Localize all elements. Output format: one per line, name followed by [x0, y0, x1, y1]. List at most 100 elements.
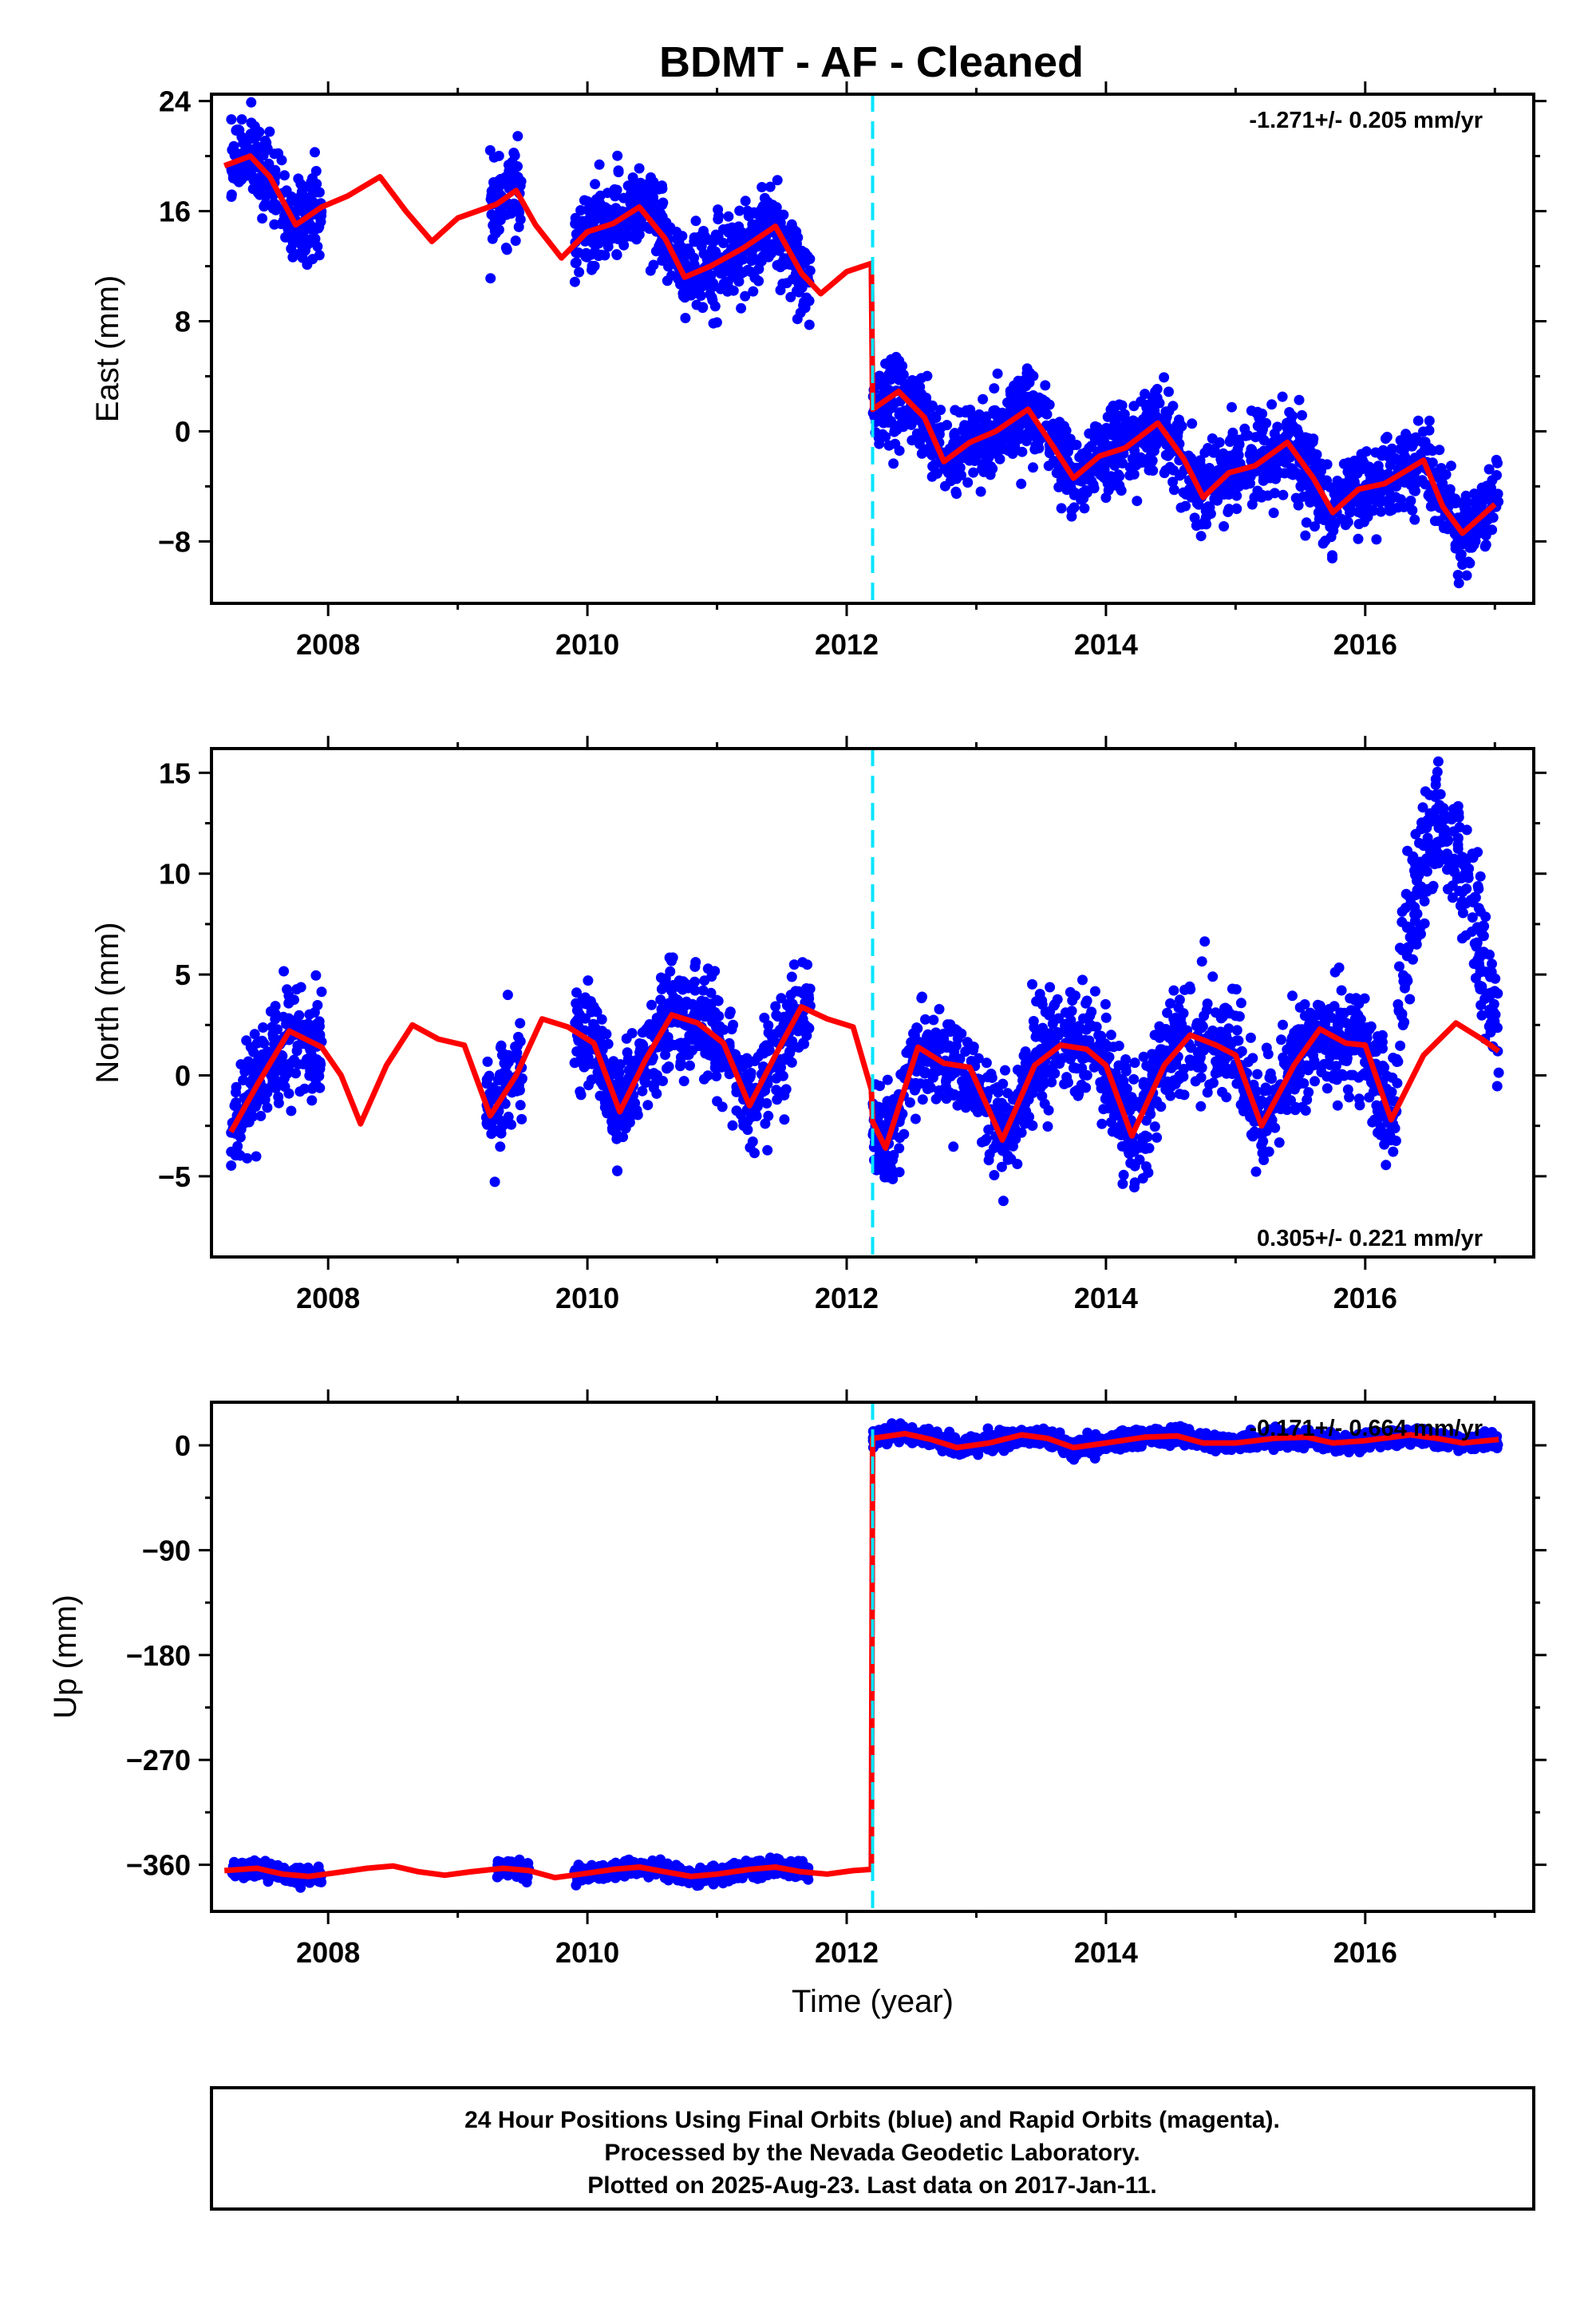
- data-point: [1062, 446, 1073, 457]
- data-point: [1204, 1030, 1215, 1041]
- data-point: [1450, 493, 1461, 504]
- data-point: [1461, 570, 1472, 581]
- data-point: [255, 1055, 266, 1066]
- data-point: [297, 252, 308, 263]
- data-point: [1251, 1085, 1262, 1097]
- data-point: [926, 402, 937, 413]
- data-point: [1328, 525, 1339, 536]
- data-point: [255, 184, 266, 195]
- data-point: [743, 211, 754, 222]
- data-point: [713, 995, 724, 1006]
- data-point: [933, 1039, 944, 1050]
- data-point: [515, 1035, 526, 1046]
- data-point: [485, 273, 496, 284]
- data-point: [249, 121, 260, 132]
- data-point: [706, 1050, 717, 1061]
- data-point: [298, 1058, 309, 1069]
- data-point: [1059, 1078, 1070, 1089]
- data-point: [658, 197, 669, 208]
- data-point: [931, 423, 942, 434]
- data-point: [1399, 1017, 1410, 1028]
- data-point: [728, 285, 739, 296]
- data-point: [1227, 401, 1237, 413]
- data-point: [607, 1124, 618, 1136]
- data-point: [675, 1061, 685, 1072]
- data-point: [1077, 487, 1088, 498]
- data-point: [1290, 1101, 1302, 1113]
- data-point: [1460, 504, 1471, 515]
- data-point: [630, 188, 641, 200]
- data-point: [1309, 1055, 1320, 1066]
- data-point: [671, 995, 682, 1006]
- data-point: [1376, 506, 1386, 517]
- data-point: [1049, 1000, 1060, 1011]
- data-point: [738, 267, 749, 278]
- data-point: [1465, 533, 1476, 544]
- data-point: [1311, 449, 1322, 460]
- data-point: [774, 1065, 785, 1076]
- data-point: [1332, 1100, 1343, 1111]
- data-point: [637, 1085, 648, 1097]
- data-point: [698, 278, 709, 289]
- data-point: [989, 1170, 1000, 1180]
- data-point: [1309, 490, 1320, 501]
- data-point: [1168, 464, 1179, 476]
- data-point: [1006, 397, 1017, 408]
- data-point: [1013, 422, 1024, 433]
- data-point: [920, 1014, 930, 1025]
- data-point: [1195, 1101, 1207, 1112]
- data-point: [713, 204, 724, 215]
- data-point: [283, 998, 294, 1009]
- data-point: [954, 1053, 966, 1065]
- data-point: [1408, 954, 1418, 965]
- data-point: [1404, 436, 1416, 447]
- data-point: [1129, 1057, 1140, 1069]
- data-point: [987, 463, 998, 474]
- data-point: [236, 114, 247, 125]
- data-point: [1313, 1010, 1324, 1021]
- data-point: [1431, 804, 1442, 815]
- data-point: [510, 1083, 521, 1094]
- data-point: [512, 131, 523, 142]
- data-point: [1165, 998, 1175, 1009]
- data-point: [506, 1119, 517, 1130]
- data-point: [1175, 468, 1187, 480]
- data-point: [1040, 380, 1051, 391]
- data-point: [634, 163, 645, 174]
- data-point: [590, 179, 601, 190]
- data-point: [270, 1014, 281, 1025]
- data-point: [711, 1071, 722, 1081]
- data-point: [1174, 1089, 1185, 1100]
- y-tick-label: 16: [159, 196, 191, 228]
- data-point: [1310, 521, 1320, 532]
- data-point: [269, 219, 280, 230]
- data-point: [492, 1114, 504, 1125]
- data-point: [1095, 1077, 1106, 1088]
- data-point: [1353, 1093, 1365, 1105]
- data-point: [249, 128, 260, 140]
- data-point: [895, 1132, 905, 1144]
- data-point: [1217, 1086, 1227, 1097]
- data-point: [1223, 507, 1234, 517]
- data-point: [1040, 1034, 1051, 1045]
- data-point: [1270, 463, 1281, 474]
- data-point: [632, 229, 643, 240]
- data-point: [882, 1074, 893, 1085]
- data-point: [916, 993, 927, 1004]
- data-point: [1294, 1064, 1306, 1075]
- data-point: [949, 430, 960, 441]
- data-point: [262, 1102, 273, 1113]
- data-point: [940, 1081, 951, 1093]
- data-point: [1472, 881, 1483, 891]
- data-point: [660, 1042, 671, 1053]
- data-point: [649, 1079, 660, 1090]
- data-point: [1077, 974, 1088, 986]
- data-point: [910, 1113, 921, 1124]
- data-point: [1327, 550, 1337, 561]
- data-point: [662, 275, 673, 287]
- data-point: [1111, 415, 1121, 426]
- data-points: [226, 756, 1504, 1207]
- data-point: [1475, 871, 1486, 882]
- data-point: [740, 290, 751, 302]
- data-point: [1000, 1065, 1010, 1076]
